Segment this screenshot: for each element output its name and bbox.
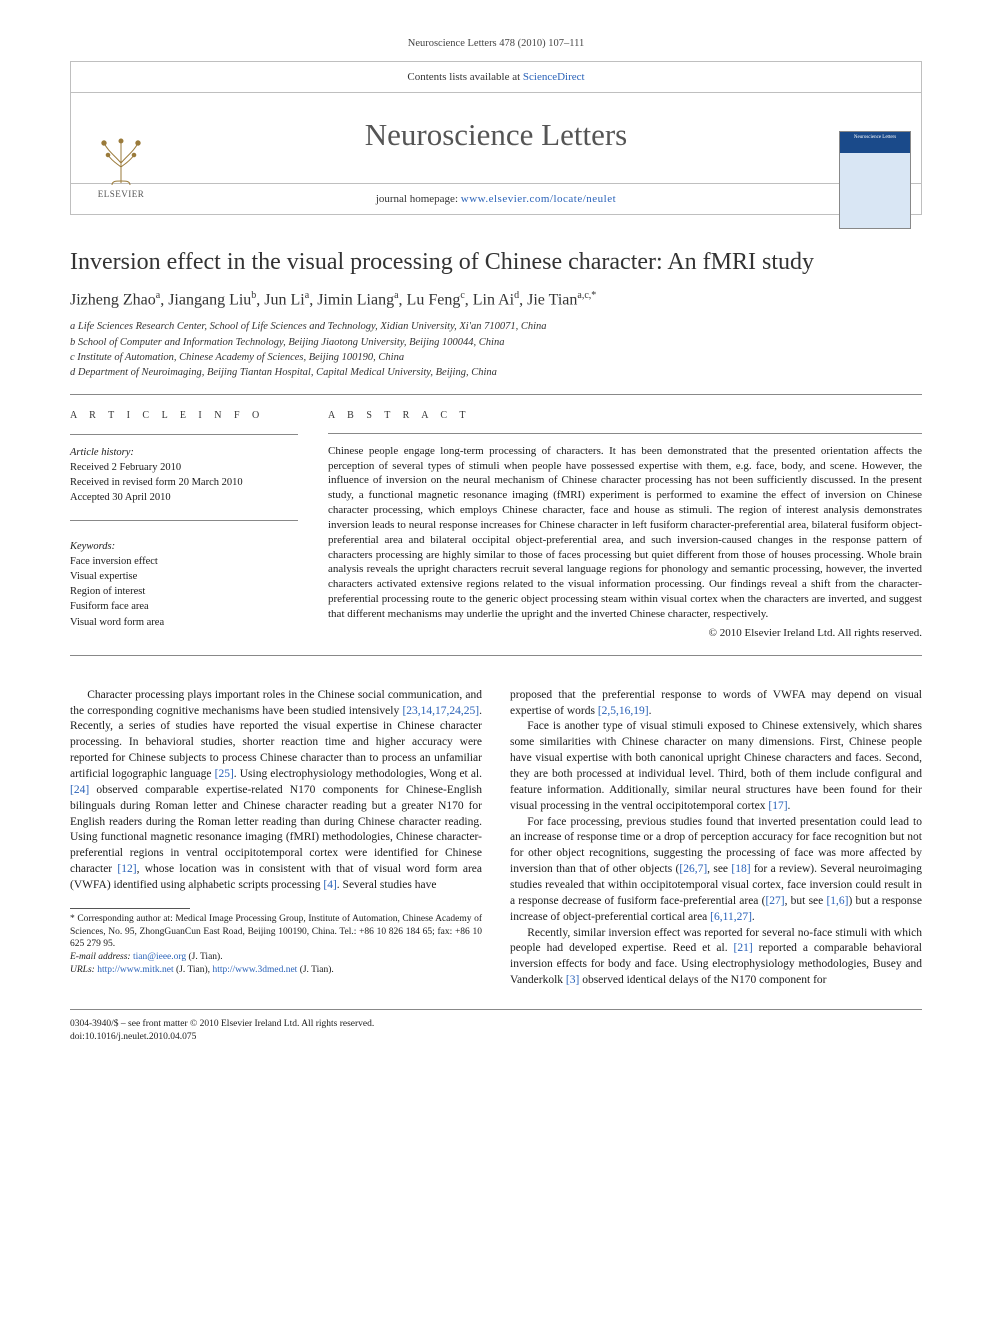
body-paragraph: Face is another type of visual stimuli e… bbox=[510, 719, 922, 814]
article-title: Inversion effect in the visual processin… bbox=[70, 249, 922, 276]
citation-link[interactable]: [23,14,17,24,25] bbox=[402, 705, 479, 717]
citation-link[interactable]: [6,11,27] bbox=[710, 911, 752, 923]
doi-link[interactable]: 10.1016/j.neulet.2010.04.075 bbox=[85, 1032, 197, 1042]
affiliation: c Institute of Automation, Chinese Acade… bbox=[70, 350, 922, 365]
article-info-column: A R T I C L E I N F O Article history: R… bbox=[70, 409, 298, 640]
citation-link[interactable]: [17] bbox=[768, 800, 787, 812]
history-line: Received in revised form 20 March 2010 bbox=[70, 475, 298, 490]
abstract-text: Chinese people engage long-term processi… bbox=[328, 444, 922, 622]
subsection-rule bbox=[70, 434, 298, 435]
citation-link[interactable]: [26,7] bbox=[679, 863, 707, 875]
cover-thumb-title: Neuroscience Letters bbox=[840, 132, 910, 141]
body-paragraph: proposed that the preferential response … bbox=[510, 688, 922, 720]
elsevier-tree-icon bbox=[94, 133, 148, 187]
subsection-rule bbox=[328, 433, 922, 434]
keyword: Face inversion effect bbox=[70, 554, 298, 569]
citation-link[interactable]: [1,6] bbox=[826, 895, 848, 907]
keywords-heading: Keywords: bbox=[70, 539, 298, 554]
elsevier-logo: ELSEVIER bbox=[85, 133, 157, 199]
journal-name: Neuroscience Letters bbox=[71, 93, 921, 153]
citation-link[interactable]: [25] bbox=[215, 768, 234, 780]
abstract-column: A B S T R A C T Chinese people engage lo… bbox=[328, 409, 922, 640]
journal-cover-thumb: Neuroscience Letters bbox=[839, 131, 911, 229]
keyword: Region of interest bbox=[70, 584, 298, 599]
body-paragraph: Recently, similar inversion effect was r… bbox=[510, 926, 922, 989]
citation-link[interactable]: [3] bbox=[566, 974, 579, 986]
citation-link[interactable]: [24] bbox=[70, 784, 89, 796]
contents-prefix: Contents lists available at bbox=[407, 71, 522, 83]
header-bottom-bar: journal homepage: www.elsevier.com/locat… bbox=[71, 183, 921, 214]
journal-homepage-link[interactable]: www.elsevier.com/locate/neulet bbox=[461, 193, 616, 205]
footer-rule bbox=[70, 1009, 922, 1010]
url-link[interactable]: http://www.3dmed.net bbox=[212, 965, 297, 975]
sciencedirect-link[interactable]: ScienceDirect bbox=[523, 71, 585, 83]
body-paragraph: For face processing, previous studies fo… bbox=[510, 815, 922, 926]
running-head: Neuroscience Letters 478 (2010) 107–111 bbox=[70, 38, 922, 49]
article-body: Character processing plays important rol… bbox=[70, 688, 922, 989]
email-line: E-mail address: tian@ieee.org (J. Tian). bbox=[70, 951, 482, 964]
url-link[interactable]: http://www.mitk.net bbox=[97, 965, 173, 975]
footnote-rule bbox=[70, 908, 190, 909]
corresponding-author-note: * Corresponding author at: Medical Image… bbox=[70, 913, 482, 951]
citation-link[interactable]: [4] bbox=[323, 879, 336, 891]
body-paragraph: Character processing plays important rol… bbox=[70, 688, 482, 894]
keyword: Visual word form area bbox=[70, 615, 298, 630]
abstract-heading: A B S T R A C T bbox=[328, 409, 922, 423]
abstract-copyright: © 2010 Elsevier Ireland Ltd. All rights … bbox=[328, 626, 922, 641]
citation-link[interactable]: [2,5,16,19] bbox=[598, 705, 649, 717]
homepage-prefix: journal homepage: bbox=[376, 193, 461, 205]
header-top-bar: Contents lists available at ScienceDirec… bbox=[71, 62, 921, 93]
history-line: Accepted 30 April 2010 bbox=[70, 490, 298, 505]
urls-line: URLs: http://www.mitk.net (J. Tian), htt… bbox=[70, 964, 482, 977]
author-list: Jizheng Zhaoa, Jiangang Liub, Jun Lia, J… bbox=[70, 290, 922, 309]
doi-line: doi:10.1016/j.neulet.2010.04.075 bbox=[70, 1031, 922, 1044]
section-rule bbox=[70, 655, 922, 656]
affiliation: d Department of Neuroimaging, Beijing Ti… bbox=[70, 365, 922, 380]
citation-link[interactable]: [18] bbox=[731, 863, 750, 875]
affiliation-list: a Life Sciences Research Center, School … bbox=[70, 319, 922, 380]
elsevier-wordmark: ELSEVIER bbox=[85, 189, 157, 199]
imprint: 0304-3940/$ – see front matter © 2010 El… bbox=[70, 1018, 922, 1044]
front-matter-line: 0304-3940/$ – see front matter © 2010 El… bbox=[70, 1018, 922, 1031]
keyword: Fusiform face area bbox=[70, 599, 298, 614]
article-info-heading: A R T I C L E I N F O bbox=[70, 409, 298, 424]
keyword: Visual expertise bbox=[70, 569, 298, 584]
email-link[interactable]: tian@ieee.org bbox=[133, 952, 186, 962]
history-line: Received 2 February 2010 bbox=[70, 460, 298, 475]
history-heading: Article history: bbox=[70, 445, 298, 460]
citation-link[interactable]: [12] bbox=[117, 863, 136, 875]
citation-link[interactable]: [27] bbox=[765, 895, 784, 907]
journal-header: Contents lists available at ScienceDirec… bbox=[70, 61, 922, 215]
subsection-rule bbox=[70, 520, 298, 521]
affiliation: b School of Computer and Information Tec… bbox=[70, 335, 922, 350]
affiliation: a Life Sciences Research Center, School … bbox=[70, 319, 922, 334]
citation-link[interactable]: [21] bbox=[734, 942, 753, 954]
footnotes: * Corresponding author at: Medical Image… bbox=[70, 913, 482, 977]
